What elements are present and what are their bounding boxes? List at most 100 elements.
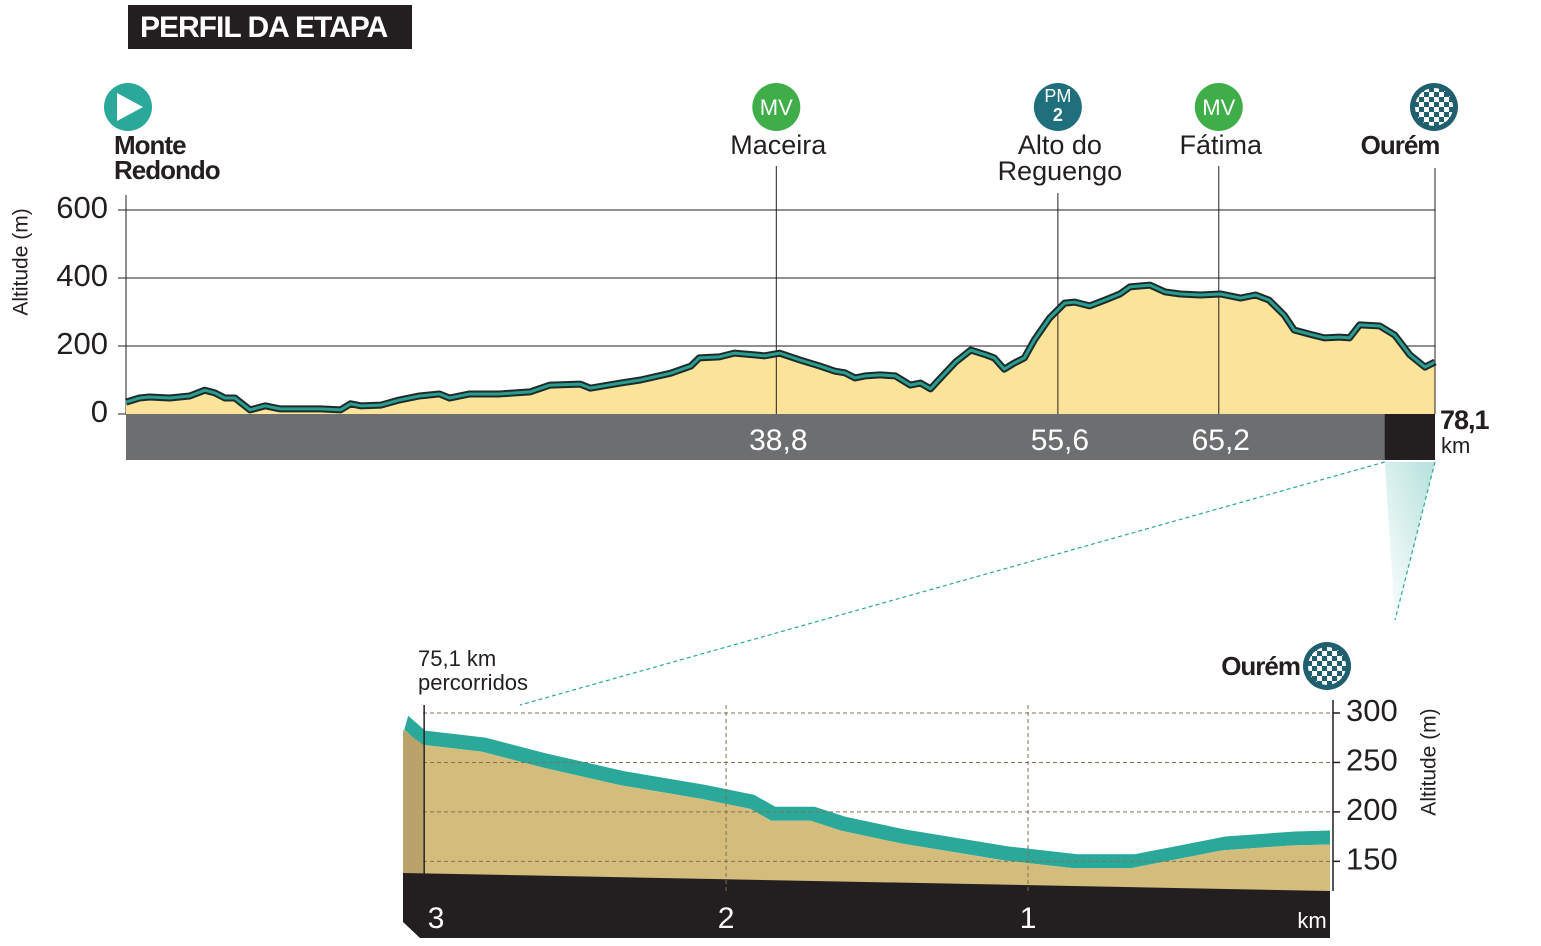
badge-text: 2	[1053, 105, 1063, 125]
finish-name: Ourém	[1221, 651, 1300, 681]
zoom-note: percorridos	[418, 670, 528, 695]
point-name: Maceira	[730, 130, 827, 160]
checker-square	[1352, 671, 1357, 676]
point-name: Reguengo	[998, 156, 1123, 186]
checker-square	[1322, 691, 1327, 696]
checker-square	[1419, 92, 1424, 97]
checker-square	[1312, 691, 1317, 696]
checker-square	[1347, 646, 1352, 651]
total-distance: 78,1	[1440, 405, 1490, 435]
checker-square	[1439, 102, 1444, 107]
start-name: Redondo	[114, 155, 220, 185]
zoom-range	[1384, 414, 1435, 460]
checker-square	[1297, 686, 1302, 691]
checker-square	[1424, 88, 1429, 92]
checker-square	[1337, 636, 1342, 641]
checker-square	[1322, 671, 1327, 676]
badge-text: MV	[760, 95, 793, 120]
checker-square	[1459, 122, 1464, 127]
checker-square	[1424, 107, 1429, 112]
checker-square	[1347, 686, 1352, 691]
y-tick-label: 250	[1346, 743, 1398, 778]
finish-name: Ourém	[1361, 130, 1440, 160]
checker-square	[1342, 661, 1346, 666]
checker-square	[1444, 117, 1449, 122]
checker-square	[1327, 676, 1332, 681]
checker-square	[1404, 77, 1409, 82]
checker-square	[1439, 92, 1444, 97]
checker-square	[1449, 112, 1453, 117]
start-arrow	[117, 93, 143, 121]
checker-square	[1307, 636, 1312, 641]
checker-square	[1434, 117, 1439, 122]
checker-square	[1444, 97, 1449, 102]
checker-square	[1352, 661, 1357, 666]
start-name: Monte	[114, 130, 186, 160]
checker-square	[1449, 132, 1454, 137]
checker-square	[1439, 122, 1444, 126]
checker-square	[1419, 112, 1424, 117]
checker-square	[1317, 647, 1322, 651]
y-tick-label: 150	[1346, 842, 1398, 877]
checker-square	[1434, 77, 1439, 82]
title: PERFIL DA ETAPA	[140, 11, 388, 44]
x-tick-label: 2	[718, 902, 735, 935]
badge-text: PM	[1044, 86, 1071, 106]
profile-line	[125, 283, 1436, 412]
y-tick-label: 400	[56, 258, 108, 293]
checker-square	[1434, 97, 1439, 102]
checker-square	[1404, 97, 1409, 102]
checker-square	[1459, 92, 1464, 97]
checker-square	[1332, 671, 1337, 676]
x-unit: km	[1297, 908, 1326, 933]
checker-square	[1322, 661, 1327, 666]
point-km: 55,6	[1031, 424, 1089, 457]
badge	[752, 83, 801, 131]
checker-square	[1317, 666, 1322, 671]
checker-square	[1352, 641, 1357, 646]
y-axis-label: Altitude (m)	[1418, 708, 1441, 815]
checker-square	[1327, 636, 1332, 641]
checker-square	[1439, 112, 1444, 117]
checker-square	[1429, 112, 1434, 117]
checker-square	[1424, 77, 1429, 82]
checker-square	[1415, 107, 1419, 112]
checker-square	[1352, 681, 1357, 686]
y-tick-label: 300	[1346, 693, 1398, 728]
checker-square	[1317, 656, 1322, 661]
checker-square	[1302, 681, 1307, 686]
distance-bar	[126, 414, 1435, 460]
checker-square	[1312, 671, 1317, 676]
checker-square	[1424, 97, 1429, 102]
checker-square	[1434, 88, 1439, 92]
checker	[1297, 636, 1357, 696]
point-km: 65,2	[1192, 424, 1250, 457]
checker-square	[1352, 651, 1357, 656]
checker-square	[1429, 122, 1434, 126]
y-tick-label: 200	[56, 326, 108, 361]
checker-square	[1308, 656, 1312, 661]
badge	[1033, 83, 1082, 131]
x-tick-label: 1	[1020, 902, 1037, 935]
checker-square	[1439, 132, 1444, 137]
checker-square	[1327, 666, 1332, 671]
checker-square	[1444, 77, 1449, 82]
checker-square	[1454, 77, 1459, 82]
checker-square	[1347, 636, 1352, 641]
checker-square	[1337, 656, 1342, 661]
zoom-connector	[1394, 461, 1436, 621]
checker-square	[1342, 671, 1346, 676]
checker-square	[1424, 117, 1429, 122]
checker-square	[1429, 102, 1434, 107]
checker-square	[1312, 651, 1317, 656]
x-tick-label: 3	[428, 902, 445, 935]
zoom-label: 75,1 km	[418, 646, 496, 671]
checker-square	[1327, 656, 1332, 661]
checker-square	[1449, 102, 1453, 107]
km-bar-top	[421, 891, 1330, 938]
checker-square	[1332, 691, 1337, 696]
checker-square	[1459, 132, 1464, 137]
distance-unit: km	[1441, 433, 1470, 458]
checker-square	[1302, 691, 1307, 696]
